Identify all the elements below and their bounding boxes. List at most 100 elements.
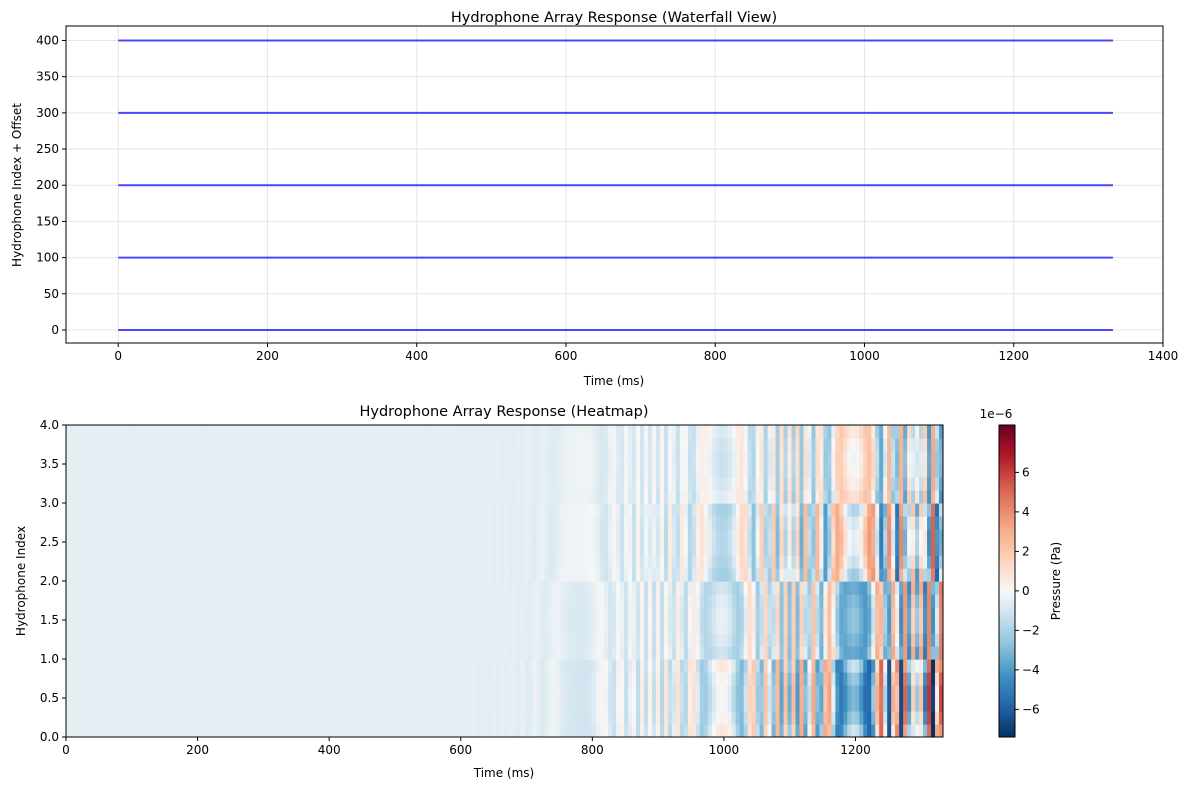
heatmap-cell <box>532 542 537 556</box>
heatmap-cell <box>253 503 258 517</box>
heatmap-cell <box>456 620 462 634</box>
heatmap-cell <box>309 724 314 737</box>
heatmap-cell <box>305 698 310 712</box>
heatmap-cell <box>169 724 175 737</box>
heatmap-cell <box>560 594 565 608</box>
heatmap-cell <box>237 724 242 737</box>
heatmap-cell <box>273 646 278 660</box>
heatmap-cell <box>245 724 250 737</box>
heatmap-cell <box>161 711 167 725</box>
heatmap-cell <box>508 620 514 634</box>
heatmap-cell <box>835 581 840 595</box>
heatmap-cell <box>452 529 458 543</box>
y-tick-label: 250 <box>36 142 59 156</box>
heatmap-cell <box>835 724 840 737</box>
heatmap-cell <box>89 451 95 465</box>
heatmap-cell <box>919 620 924 634</box>
heatmap-cell <box>564 490 569 504</box>
heatmap-cell <box>89 477 95 491</box>
heatmap-cell <box>516 555 522 569</box>
heatmap-cell <box>388 672 394 686</box>
heatmap-cell <box>528 659 534 673</box>
heatmap-cell <box>261 529 266 543</box>
heatmap-cell <box>763 672 769 686</box>
heatmap-cell <box>871 620 876 634</box>
heatmap-cell <box>273 568 278 582</box>
heatmap-cell <box>659 672 665 686</box>
heatmap-cell <box>512 646 518 660</box>
heatmap-cell <box>89 659 95 673</box>
heatmap-cell <box>105 620 111 634</box>
heatmap-cell <box>452 607 458 621</box>
heatmap-cell <box>269 477 274 491</box>
heatmap-cell <box>225 438 231 452</box>
heatmap-cell <box>440 672 446 686</box>
heatmap-cell <box>775 711 781 725</box>
heatmap-cell <box>333 438 338 452</box>
heatmap-cell <box>432 672 438 686</box>
heatmap-cell <box>671 477 677 491</box>
heatmap-cell <box>516 659 522 673</box>
heatmap-cell <box>648 542 653 556</box>
heatmap-cell <box>564 568 569 582</box>
heatmap-cell <box>612 711 617 725</box>
heatmap-cell <box>197 555 203 569</box>
heatmap-cell <box>731 633 737 647</box>
heatmap-cell <box>528 594 534 608</box>
heatmap-cell <box>357 555 362 569</box>
heatmap-cell <box>731 620 737 634</box>
heatmap-cell <box>368 607 374 621</box>
heatmap-cell <box>313 477 318 491</box>
heatmap-cell <box>795 529 801 543</box>
heatmap-cell <box>161 581 167 595</box>
heatmap-cell <box>105 464 111 478</box>
heatmap-cell <box>456 607 462 621</box>
heatmap-cell <box>237 568 242 582</box>
heatmap-cell <box>863 490 868 504</box>
heatmap-cell <box>891 633 896 647</box>
heatmap-cell <box>839 607 844 621</box>
heatmap-cell <box>707 568 713 582</box>
heatmap-cell <box>225 711 231 725</box>
heatmap-cell <box>835 555 840 569</box>
heatmap-cell <box>380 438 386 452</box>
heatmap-cell <box>448 633 454 647</box>
heatmap-cell <box>233 581 239 595</box>
heatmap-cell <box>380 698 386 712</box>
heatmap-cell <box>404 438 410 452</box>
heatmap-cell <box>113 672 119 686</box>
heatmap-cell <box>189 490 195 504</box>
heatmap-cell <box>329 672 334 686</box>
heatmap-cell <box>679 477 685 491</box>
heatmap-cell <box>659 685 665 699</box>
heatmap-cell <box>663 620 669 634</box>
heatmap-cell <box>616 620 621 634</box>
heatmap-cell <box>360 594 366 608</box>
heatmap-cell <box>408 646 414 660</box>
heatmap-cell <box>899 516 904 530</box>
heatmap-cell <box>540 724 545 737</box>
heatmap-cell <box>153 698 159 712</box>
heatmap-cell <box>703 698 709 712</box>
heatmap-cell <box>711 555 717 569</box>
heatmap-cell <box>117 464 123 478</box>
heatmap-cell <box>699 516 705 530</box>
heatmap-cell <box>364 477 370 491</box>
heatmap-cell <box>396 672 402 686</box>
heatmap-cell <box>592 568 597 582</box>
heatmap-cell <box>512 555 518 569</box>
heatmap-cell <box>923 620 928 634</box>
heatmap-cell <box>560 659 565 673</box>
heatmap-cell <box>851 529 856 543</box>
heatmap-cell <box>193 477 199 491</box>
heatmap-cell <box>895 659 900 673</box>
heatmap-cell <box>66 594 71 608</box>
heatmap-cell <box>492 646 498 660</box>
heatmap-cell <box>285 594 290 608</box>
heatmap-cell <box>448 594 454 608</box>
heatmap-cell <box>795 620 801 634</box>
heatmap-cell <box>540 685 545 699</box>
heatmap-cell <box>125 594 131 608</box>
heatmap-cell <box>329 594 334 608</box>
heatmap-cell <box>815 555 821 569</box>
